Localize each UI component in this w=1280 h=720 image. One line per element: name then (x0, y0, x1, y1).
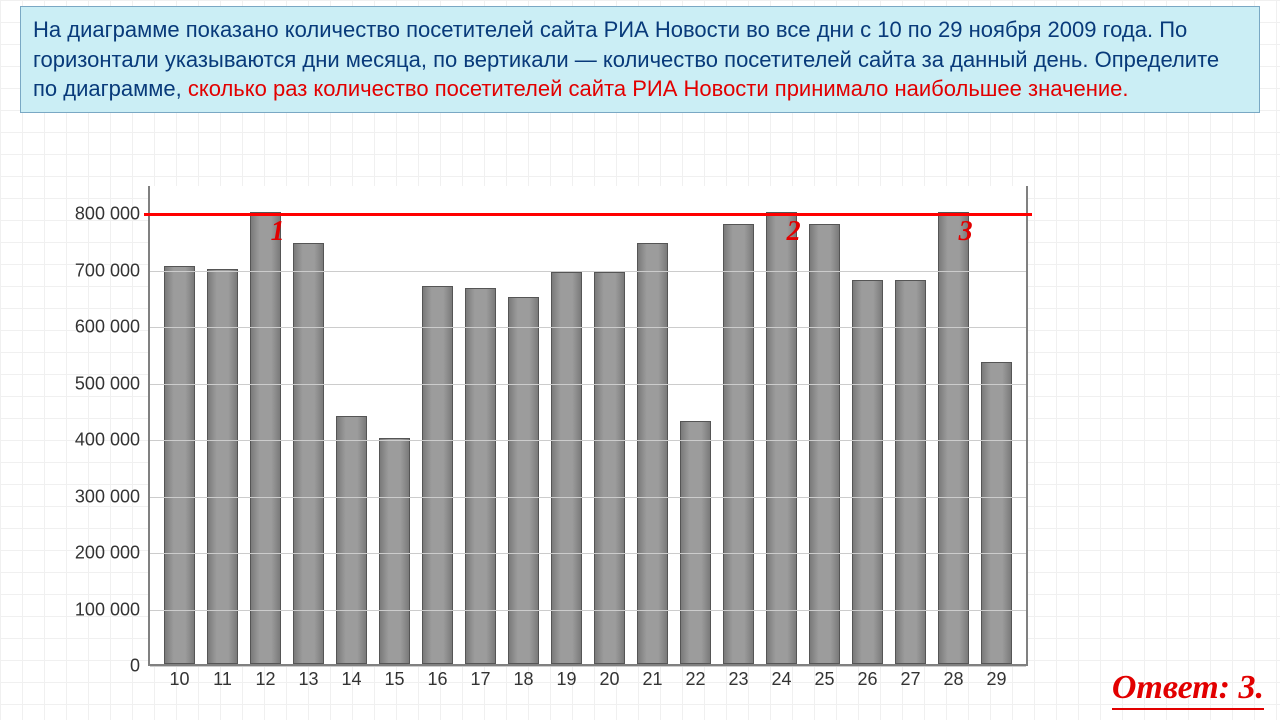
chart-bar-slot: 23 (717, 186, 760, 664)
chart-bar (594, 272, 624, 664)
chart-bar-slot: 11 (201, 186, 244, 664)
chart-xtick-label: 16 (416, 669, 459, 690)
chart-bar (895, 280, 925, 664)
chart-bars-container: 1011121314151617181920212223242526272829 (150, 186, 1026, 664)
chart-bar-slot: 18 (502, 186, 545, 664)
chart-bar-slot: 25 (803, 186, 846, 664)
chart-xtick-label: 27 (889, 669, 932, 690)
chart-bar (938, 212, 968, 664)
chart-bar-slot: 12 (244, 186, 287, 664)
chart-ytick-label: 200 000 (20, 543, 140, 564)
chart-bar (293, 243, 323, 664)
chart-bar-slot: 24 (760, 186, 803, 664)
chart-bar-slot: 26 (846, 186, 889, 664)
chart-gridline (150, 440, 1026, 441)
problem-statement-box: На диаграмме показано количество посетит… (20, 6, 1260, 113)
chart-gridline (150, 553, 1026, 554)
chart-ytick-label: 100 000 (20, 599, 140, 620)
problem-text-highlight: сколько раз количество посетителей сайта… (188, 76, 1129, 101)
chart-bar (164, 266, 194, 664)
chart-bar-slot: 28 (932, 186, 975, 664)
chart-bar-slot: 17 (459, 186, 502, 664)
chart-ytick-label: 700 000 (20, 260, 140, 281)
chart-bar-slot: 22 (674, 186, 717, 664)
chart-bar-slot: 10 (158, 186, 201, 664)
chart-bar-slot: 16 (416, 186, 459, 664)
chart-plot-area: 1011121314151617181920212223242526272829… (148, 186, 1028, 666)
chart-xtick-label: 17 (459, 669, 502, 690)
chart-bar (766, 212, 796, 664)
answer-text: Ответ: 3. (1112, 669, 1264, 710)
chart-gridline (150, 384, 1026, 385)
chart-bar-slot: 27 (889, 186, 932, 664)
answer-value: 3. (1239, 669, 1265, 706)
chart-gridline (150, 271, 1026, 272)
chart-xtick-label: 21 (631, 669, 674, 690)
chart-ytick-label: 600 000 (20, 317, 140, 338)
chart-bar-slot: 15 (373, 186, 416, 664)
chart-ytick-label: 0 (20, 656, 140, 677)
chart-xtick-label: 14 (330, 669, 373, 690)
chart-bar (981, 362, 1011, 664)
chart-gridline (150, 327, 1026, 328)
chart-xtick-label: 29 (975, 669, 1018, 690)
chart-bar-slot: 29 (975, 186, 1018, 664)
chart-xtick-label: 19 (545, 669, 588, 690)
bar-chart: 1011121314151617181920212223242526272829… (20, 186, 1040, 696)
chart-ytick-label: 400 000 (20, 430, 140, 451)
chart-bar (723, 224, 753, 664)
chart-xtick-label: 24 (760, 669, 803, 690)
chart-xtick-label: 28 (932, 669, 975, 690)
chart-xtick-label: 20 (588, 669, 631, 690)
answer-label: Ответ: (1112, 669, 1230, 706)
chart-xtick-label: 18 (502, 669, 545, 690)
chart-annotation: 1 (271, 216, 285, 248)
chart-gridline (150, 666, 1026, 667)
chart-xtick-label: 10 (158, 669, 201, 690)
chart-bar (680, 421, 710, 664)
chart-annotation: 2 (787, 216, 801, 248)
chart-bar (637, 243, 667, 664)
chart-xtick-label: 12 (244, 669, 287, 690)
chart-annotation: 3 (959, 216, 973, 248)
chart-bar-slot: 21 (631, 186, 674, 664)
chart-ytick-label: 300 000 (20, 486, 140, 507)
chart-bar (852, 280, 882, 664)
chart-bar (422, 286, 452, 664)
chart-bar (465, 288, 495, 664)
chart-xtick-label: 15 (373, 669, 416, 690)
chart-xtick-label: 22 (674, 669, 717, 690)
chart-ytick-label: 500 000 (20, 373, 140, 394)
chart-ytick-label: 800 000 (20, 204, 140, 225)
chart-xtick-label: 23 (717, 669, 760, 690)
chart-bar-slot: 13 (287, 186, 330, 664)
chart-xtick-label: 26 (846, 669, 889, 690)
chart-bar-slot: 14 (330, 186, 373, 664)
chart-bar-slot: 19 (545, 186, 588, 664)
chart-xtick-label: 25 (803, 669, 846, 690)
chart-gridline (150, 610, 1026, 611)
chart-bar (250, 212, 280, 664)
chart-gridline (150, 497, 1026, 498)
chart-xtick-label: 11 (201, 669, 244, 690)
chart-bar-slot: 20 (588, 186, 631, 664)
chart-bar (809, 224, 839, 664)
chart-xtick-label: 13 (287, 669, 330, 690)
chart-bar (379, 438, 409, 664)
chart-bar (336, 416, 366, 664)
chart-bar (551, 272, 581, 664)
